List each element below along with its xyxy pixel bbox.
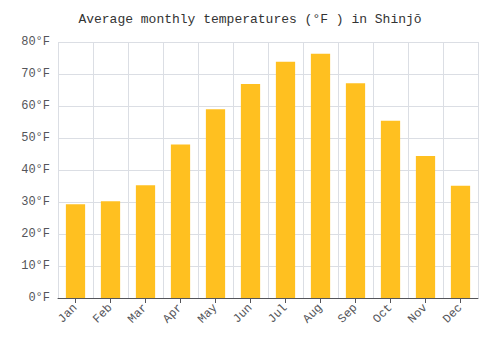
svg-text:50°F: 50°F: [21, 131, 50, 145]
svg-text:40°F: 40°F: [21, 163, 50, 177]
svg-text:10°F: 10°F: [21, 259, 50, 273]
svg-text:Jul: Jul: [265, 301, 290, 326]
svg-text:0°F: 0°F: [28, 291, 50, 305]
svg-text:Feb: Feb: [90, 301, 115, 326]
svg-text:80°F: 80°F: [21, 35, 50, 49]
svg-text:Aug: Aug: [300, 301, 325, 326]
svg-text:20°F: 20°F: [21, 227, 50, 241]
svg-text:60°F: 60°F: [21, 99, 50, 113]
svg-text:Oct: Oct: [370, 301, 395, 326]
svg-text:Jan: Jan: [55, 301, 80, 326]
svg-text:Average monthly temperatures (: Average monthly temperatures (°F ) in Sh…: [78, 12, 421, 27]
svg-text:Nov: Nov: [405, 301, 430, 326]
svg-text:30°F: 30°F: [21, 195, 50, 209]
svg-text:Apr: Apr: [160, 301, 185, 326]
svg-text:70°F: 70°F: [21, 67, 50, 81]
svg-text:May: May: [195, 301, 220, 326]
svg-text:Jun: Jun: [230, 301, 255, 326]
svg-text:Mar: Mar: [125, 301, 150, 326]
svg-text:Sep: Sep: [335, 301, 360, 326]
svg-text:Dec: Dec: [440, 301, 465, 326]
